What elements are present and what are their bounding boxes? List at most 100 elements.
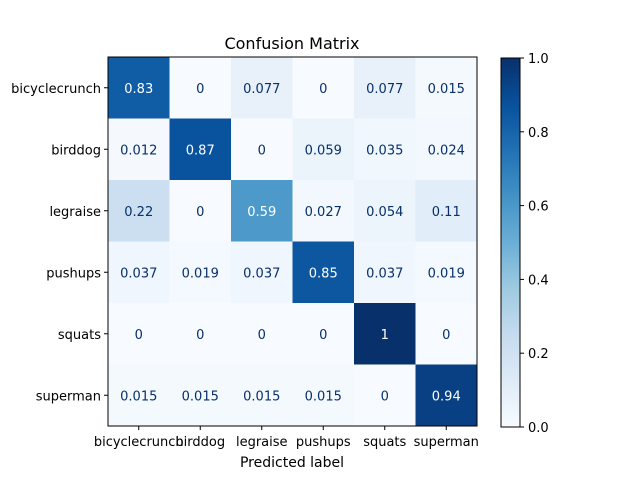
heatmap-cell bbox=[415, 57, 478, 119]
cell-value-label: 0 bbox=[319, 82, 327, 97]
heatmap-cell bbox=[108, 57, 170, 119]
heatmap-cell bbox=[292, 57, 355, 119]
heatmap-cell bbox=[108, 303, 170, 365]
cell-value-label: 0.015 bbox=[428, 82, 465, 97]
colorbar-tick-label: 0.8 bbox=[528, 126, 549, 141]
heatmap-cell bbox=[231, 303, 293, 365]
heatmap-cell bbox=[354, 57, 416, 119]
colorbar-tick-label: 1.0 bbox=[528, 52, 549, 67]
y-tick-label: squats bbox=[58, 328, 101, 343]
cell-value-label: 0.059 bbox=[305, 143, 342, 158]
cell-value-label: 0.054 bbox=[366, 205, 403, 220]
heatmap-cell bbox=[292, 364, 355, 427]
cell-value-label: 0 bbox=[196, 205, 204, 220]
heatmap-cell bbox=[354, 364, 416, 427]
cell-value-label: 0 bbox=[258, 143, 266, 158]
cell-value-label: 0.015 bbox=[305, 389, 342, 404]
heatmap-cell bbox=[415, 303, 478, 365]
heatmap-cell bbox=[354, 118, 416, 181]
heatmap-cell bbox=[231, 57, 293, 119]
x-tick-label: legraise bbox=[236, 435, 288, 450]
x-tick-label: bicyclecrunch bbox=[94, 435, 184, 450]
heatmap-cell bbox=[292, 303, 355, 365]
cell-value-label: 0.024 bbox=[428, 143, 465, 158]
y-tick-label: legraise bbox=[49, 205, 101, 220]
plot-frame bbox=[107, 56, 478, 427]
y-tick-label: birddog bbox=[51, 143, 101, 158]
cell-value-label: 0.012 bbox=[120, 143, 157, 158]
heatmap-cell bbox=[169, 303, 232, 365]
cell-value-label: 0 bbox=[135, 328, 143, 343]
colorbar-tick-label: 0.6 bbox=[528, 200, 549, 215]
cell-value-label: 0.015 bbox=[243, 389, 280, 404]
heatmap-cell bbox=[108, 364, 170, 427]
y-tick-label: bicyclecrunch bbox=[11, 82, 101, 97]
cell-value-label: 0.015 bbox=[182, 389, 219, 404]
cell-value-label: 0.077 bbox=[366, 82, 403, 97]
heatmap-cell bbox=[292, 180, 355, 242]
heatmap-cell bbox=[169, 118, 232, 181]
cell-value-label: 0 bbox=[196, 82, 204, 97]
cell-value-label: 0.019 bbox=[182, 266, 219, 281]
cell-value-label: 0 bbox=[258, 328, 266, 343]
heatmap-cell bbox=[231, 180, 293, 242]
x-tick-label: pushups bbox=[296, 435, 351, 450]
cell-value-label: 0.83 bbox=[124, 82, 153, 97]
heatmap-cell bbox=[108, 118, 170, 181]
heatmap-cell bbox=[415, 241, 478, 304]
colorbar-tick-label: 0.0 bbox=[528, 421, 549, 436]
y-axis-ticks: bicyclecrunch birddog legraise pushups squat… bbox=[11, 82, 108, 404]
heatmap-cell bbox=[354, 241, 416, 304]
heatmap-cell bbox=[169, 241, 232, 304]
cell-value-label: 0.94 bbox=[432, 389, 461, 404]
y-tick-label: pushups bbox=[46, 266, 101, 281]
heatmap-cell bbox=[108, 241, 170, 304]
cell-value-label: 0.87 bbox=[186, 143, 215, 158]
heatmap-cell bbox=[415, 364, 478, 427]
heatmap-cell bbox=[169, 364, 232, 427]
cell-value-label: 0.59 bbox=[247, 205, 276, 220]
x-tick-label: squats bbox=[363, 435, 406, 450]
x-tick-label: superman bbox=[414, 435, 479, 450]
heatmap-cell bbox=[415, 118, 478, 181]
chart-title: Confusion Matrix bbox=[224, 34, 359, 53]
cell-value-label: 0.037 bbox=[120, 266, 157, 281]
heatmap-cell bbox=[354, 303, 416, 365]
cell-value-label: 0 bbox=[381, 389, 389, 404]
cell-value-label: 0.077 bbox=[243, 82, 280, 97]
heatmap-cells bbox=[108, 57, 478, 427]
heatmap-cell bbox=[169, 180, 232, 242]
cell-value-label: 0 bbox=[196, 328, 204, 343]
cell-value-label: 1 bbox=[381, 328, 389, 343]
heatmap-cell bbox=[415, 180, 478, 242]
x-tick-label: birddog bbox=[175, 435, 225, 450]
heatmap-cell bbox=[292, 241, 355, 304]
cell-value-label: 0.027 bbox=[305, 205, 342, 220]
cell-value-label: 0.015 bbox=[120, 389, 157, 404]
cell-value-label: 0.035 bbox=[366, 143, 403, 158]
heatmap-cell bbox=[292, 118, 355, 181]
colorbar-tick-label: 0.2 bbox=[528, 347, 549, 362]
y-tick-label: superman bbox=[36, 389, 101, 404]
heatmap-cell bbox=[231, 364, 293, 427]
cell-value-label: 0.037 bbox=[366, 266, 403, 281]
x-axis-label: Predicted label bbox=[240, 455, 344, 471]
cell-value-label: 0 bbox=[319, 328, 327, 343]
heatmap-cell-labels: 0.83 0 0.077 0 0.077 0.015 0.012 0.87 0 0.059 0.03… bbox=[120, 82, 465, 405]
cell-value-label: 0.22 bbox=[124, 205, 153, 220]
heatmap-cell bbox=[169, 57, 232, 119]
colorbar: 0.0 0.2 0.4 0.6 0.8 1.0 bbox=[500, 52, 549, 436]
heatmap-cell bbox=[231, 241, 293, 304]
cell-value-label: 0 bbox=[442, 328, 450, 343]
heatmap-cell bbox=[231, 118, 293, 181]
cell-value-label: 0.019 bbox=[428, 266, 465, 281]
heatmap-cell bbox=[108, 180, 170, 242]
heatmap-cell bbox=[354, 180, 416, 242]
cell-value-label: 0.85 bbox=[309, 266, 338, 281]
cell-value-label: 0.037 bbox=[243, 266, 280, 281]
cell-value-label: 0.11 bbox=[432, 205, 461, 220]
colorbar-tick-label: 0.4 bbox=[528, 273, 549, 288]
colorbar-gradient bbox=[500, 57, 521, 428]
